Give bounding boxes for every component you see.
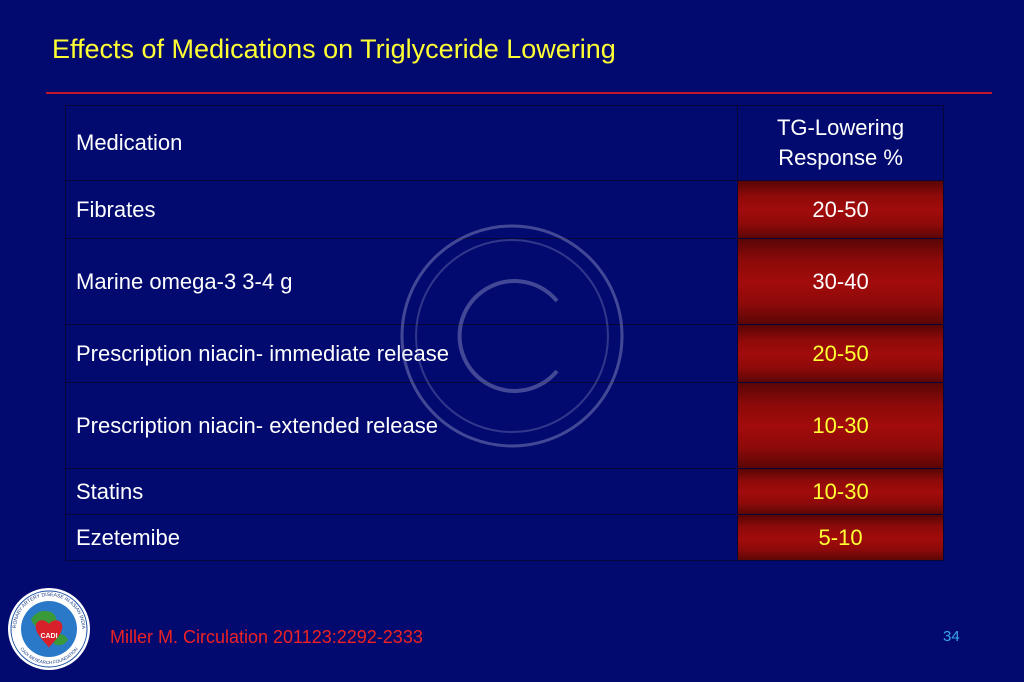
medication-cell: Ezetemibe: [64, 514, 739, 561]
table-row: Prescription niacin- extended release 10…: [64, 382, 944, 469]
title-divider: [46, 92, 992, 94]
page-number: 34: [943, 628, 960, 645]
medication-cell: Prescription niacin- immediate release: [64, 324, 739, 383]
response-cell: 5-10: [737, 514, 944, 561]
header-response-line2: Response %: [778, 145, 903, 170]
response-cell: 20-50: [737, 324, 944, 383]
table-header-row: Medication TG-Lowering Response %: [64, 105, 944, 181]
response-cell: 20-50: [737, 180, 944, 239]
header-medication: Medication: [64, 105, 739, 181]
medication-cell: Fibrates: [64, 180, 739, 239]
table-row: Ezetemibe 5-10: [64, 514, 944, 561]
citation: Miller M. Circulation 201123:2292-2333: [110, 627, 423, 647]
table-row: Marine omega-3 3-4 g 30-40: [64, 238, 944, 325]
medication-cell: Statins: [64, 468, 739, 515]
header-response-line1: TG-Lowering: [776, 115, 905, 140]
table-row: Prescription niacin- immediate release 2…: [64, 324, 944, 383]
cadi-foundation-logo: CADI CORONARY ARTERY DISEASE IN ASIAN IN…: [6, 586, 90, 670]
slide-title: Effects of Medications on Triglyceride L…: [52, 34, 616, 64]
response-cell: 10-30: [737, 468, 944, 515]
medication-table: Medication TG-Lowering Response % Fibrat…: [64, 105, 944, 561]
header-response: TG-Lowering Response %: [737, 105, 944, 181]
logo-center-text: CADI: [40, 633, 57, 640]
table-row: Fibrates 20-50: [64, 180, 944, 239]
response-cell: 10-30: [737, 382, 944, 469]
medication-cell: Prescription niacin- extended release: [64, 382, 739, 469]
medication-cell: Marine omega-3 3-4 g: [64, 238, 739, 325]
response-cell: 30-40: [737, 238, 944, 325]
table-row: Statins 10-30: [64, 468, 944, 515]
